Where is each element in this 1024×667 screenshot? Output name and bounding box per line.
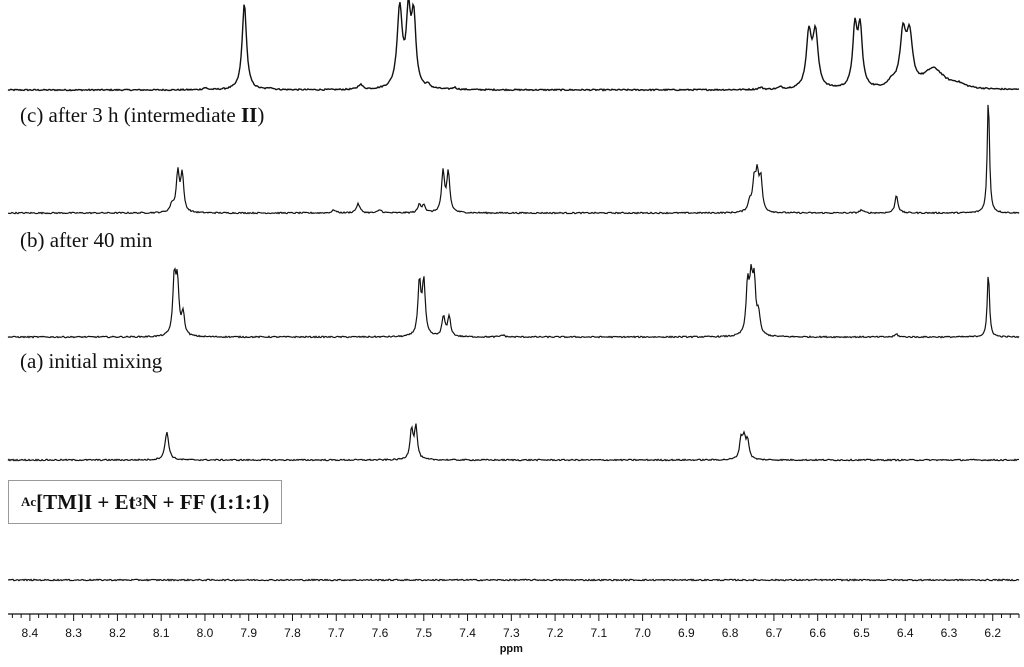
x-tick-label: 8.0 [197,626,214,640]
x-tick-label: 6.8 [722,626,739,640]
x-tick-label: 7.2 [547,626,564,640]
spectrum-trace-0 [7,0,1020,92]
x-tick-label: 6.9 [678,626,695,640]
x-tick-label: 6.5 [853,626,870,640]
x-tick-label: 7.8 [284,626,301,640]
spectrum-c-label-text: (c) after 3 h (intermediate [20,103,241,127]
x-tick-label: 8.3 [65,626,82,640]
x-tick-label: 7.4 [459,626,476,640]
x-tick-label: 6.4 [897,626,914,640]
legend-text-part-1: [TM]I + Et [36,489,136,514]
spectrum-b-label: (b) after 40 min [20,228,153,252]
x-tick-label: 7.0 [634,626,651,640]
spectra-layer [7,0,1020,582]
x-tick-label: 8.1 [153,626,170,640]
x-tick-label: 8.2 [109,626,126,640]
x-tick-label: 7.3 [503,626,520,640]
x-tick-label: 6.7 [766,626,783,640]
x-tick-label: 7.9 [240,626,257,640]
x-axis-title: ppm [500,643,523,655]
x-tick-label: 6.6 [809,626,826,640]
x-tick-label: 6.2 [984,626,1001,640]
legend-subscript: 3 [135,494,143,509]
spectrum-c-label-suffix: ) [257,103,265,127]
spectrum-trace-1 [7,104,1020,215]
x-tick-label: 7.7 [328,626,345,640]
x-tick-label: 8.4 [22,626,39,640]
spectrum-a-label: (a) initial mixing [20,349,163,373]
x-tick-label: 7.1 [590,626,607,640]
legend-superscript: Ac [21,494,37,509]
x-axis: 8.4 8.3 8.2 8.1 8.0 7.9 7.8 7.7 7.6 7.5 7.4 7.3 7.2 7… [8,613,1020,655]
spectrum-trace-3 [7,423,1020,462]
spectrum-c-label-bold: II [240,103,258,127]
legend-text-part-2: N + FF (1:1:1) [142,489,270,514]
x-tick-label: 7.5 [415,626,432,640]
x-tick-label: 6.3 [941,626,958,640]
spectrum-trace-2 [7,264,1020,339]
legend-box: Ac [TM]I + Et 3 N + FF (1:1:1) [8,480,283,524]
spectrum-trace-4 [7,578,1020,582]
spectrum-c-label: (c) after 3 h (intermediate II) [20,103,264,128]
x-tick-label: 7.6 [372,626,389,640]
